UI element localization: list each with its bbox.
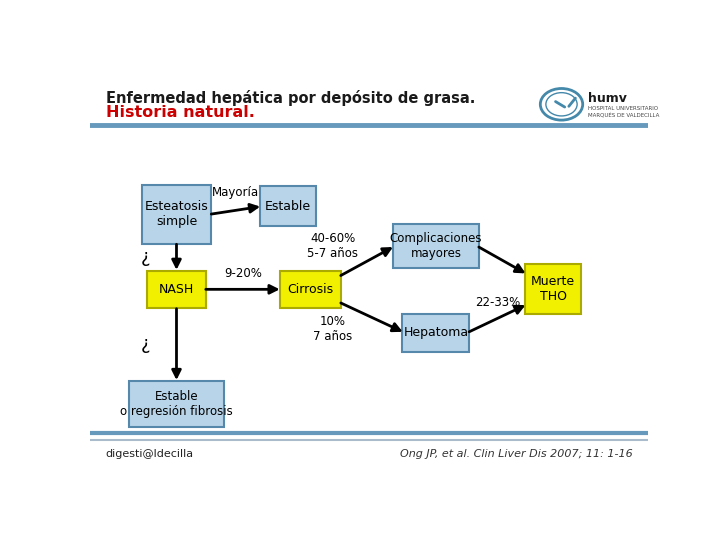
FancyBboxPatch shape — [526, 265, 581, 314]
Text: 9-20%: 9-20% — [224, 267, 261, 280]
FancyBboxPatch shape — [402, 314, 469, 352]
Text: Esteatosis
simple: Esteatosis simple — [145, 200, 208, 228]
Text: ¿: ¿ — [141, 335, 150, 353]
FancyBboxPatch shape — [260, 186, 316, 226]
Text: Ong JP, et al. Clin Liver Dis 2007; 11: 1-16: Ong JP, et al. Clin Liver Dis 2007; 11: … — [400, 449, 632, 458]
FancyBboxPatch shape — [392, 224, 480, 267]
Text: Hepatoma: Hepatoma — [403, 327, 469, 340]
Text: Mayoría: Mayoría — [212, 186, 259, 199]
Text: 40-60%
5-7 años: 40-60% 5-7 años — [307, 232, 359, 260]
Text: digesti@ldecilla: digesti@ldecilla — [106, 449, 194, 458]
Text: Estable
o regresión fibrosis: Estable o regresión fibrosis — [120, 390, 233, 417]
Text: MARQUÉS DE VALDECILLA: MARQUÉS DE VALDECILLA — [588, 112, 660, 118]
Text: Estable: Estable — [265, 200, 311, 213]
Text: ¿: ¿ — [141, 248, 150, 266]
Text: HOSPITAL UNIVERSITARIO: HOSPITAL UNIVERSITARIO — [588, 106, 658, 111]
Text: Historia natural.: Historia natural. — [106, 105, 254, 120]
Text: Complicaciones
mayores: Complicaciones mayores — [390, 232, 482, 260]
Text: humv: humv — [588, 92, 627, 105]
FancyBboxPatch shape — [142, 185, 212, 244]
Text: 22-33%: 22-33% — [474, 296, 520, 309]
FancyBboxPatch shape — [280, 271, 341, 308]
Text: Cirrosis: Cirrosis — [287, 283, 333, 296]
Text: 10%
7 años: 10% 7 años — [313, 315, 352, 343]
FancyBboxPatch shape — [129, 381, 224, 427]
FancyBboxPatch shape — [147, 271, 206, 308]
Text: Muerte
THO: Muerte THO — [531, 275, 575, 303]
Text: NASH: NASH — [159, 283, 194, 296]
Text: Enfermedad hepática por depósito de grasa.: Enfermedad hepática por depósito de gras… — [106, 90, 475, 106]
